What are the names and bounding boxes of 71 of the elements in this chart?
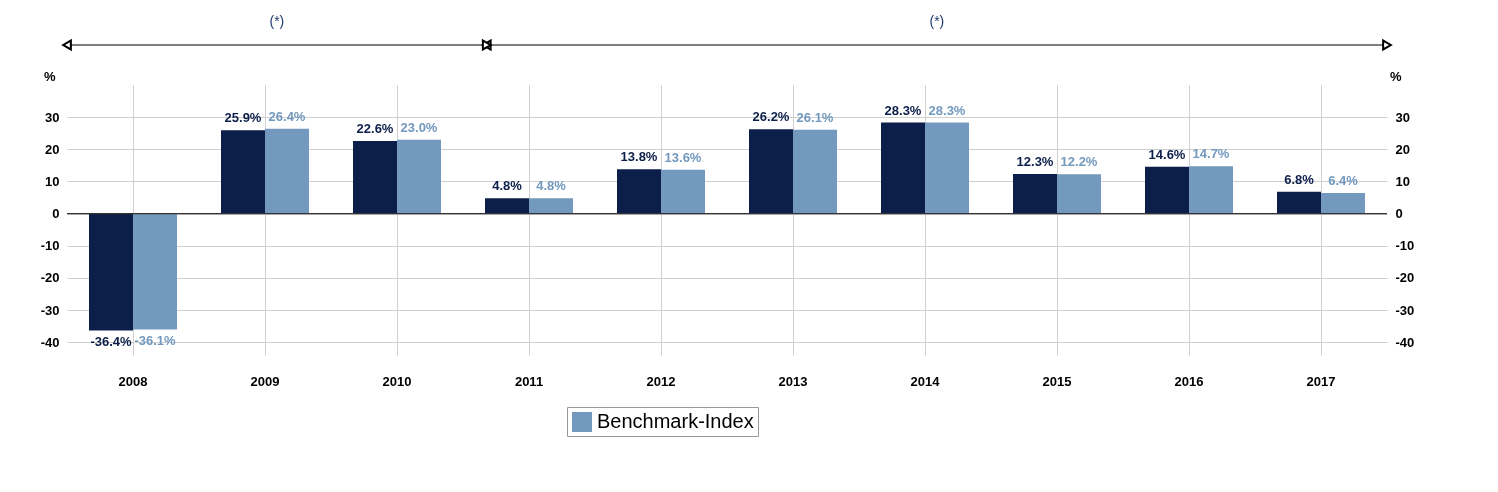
- text: (*): [929, 13, 945, 29]
- y2-tick-label: 0: [1395, 206, 1403, 222]
- y-tick-label: 0: [52, 206, 60, 222]
- x-tick-label: 2010: [382, 373, 412, 389]
- data-label: 4.8%: [492, 178, 523, 194]
- y2-tick-label: -10: [1395, 238, 1415, 254]
- y-tick-label: 30: [45, 109, 60, 125]
- data-label: 13.8%: [620, 149, 658, 165]
- bar: [925, 122, 969, 214]
- y2-tick-label: 20: [1395, 141, 1410, 157]
- data-label: 14.6%: [1148, 146, 1186, 162]
- bar: [485, 198, 529, 214]
- y-axis-title: %: [43, 68, 56, 84]
- data-label: 23.0%: [400, 119, 438, 135]
- x-tick-label: 2017: [1306, 373, 1336, 389]
- data-label: 14.7%: [1192, 146, 1230, 162]
- bar: [1321, 193, 1365, 214]
- data-label: 25.9%: [224, 110, 262, 126]
- bar: [1013, 174, 1057, 214]
- bar: [353, 140, 397, 214]
- bar: [661, 169, 705, 214]
- data-label: 28.3%: [884, 102, 922, 118]
- bar: [617, 169, 661, 214]
- x-tick-label: 2013: [778, 373, 808, 389]
- bar: [89, 213, 133, 331]
- bar: [881, 122, 925, 214]
- data-label: 26.4%: [268, 108, 306, 124]
- bar: [265, 128, 309, 214]
- bar: [221, 130, 265, 214]
- y-tick-label: 20: [45, 141, 60, 157]
- data-label: 26.1%: [796, 109, 834, 125]
- data-label: 12.3%: [1016, 154, 1054, 170]
- y2-tick-label: 30: [1395, 109, 1410, 125]
- x-tick-label: 2016: [1174, 373, 1204, 389]
- bar: [749, 129, 793, 214]
- bar: [1057, 174, 1101, 214]
- y2-axis-title: %: [1389, 68, 1402, 84]
- data-label: -36.1%: [134, 332, 177, 348]
- bar: [529, 198, 573, 214]
- data-label: -36.4%: [90, 333, 133, 349]
- bar: [133, 213, 177, 330]
- bar: [793, 129, 837, 214]
- y2-tick-label: 10: [1395, 173, 1410, 189]
- y-tick-label: -40: [40, 334, 60, 350]
- y-tick-label: -10: [40, 238, 60, 254]
- y-tick-label: 10: [45, 173, 60, 189]
- data-label: 6.4%: [1328, 173, 1359, 188]
- x-tick-label: 2014: [910, 373, 941, 389]
- x-tick-label: 2009: [250, 373, 280, 389]
- data-label: 22.6%: [356, 120, 394, 136]
- y-tick-label: -20: [40, 270, 60, 286]
- x-tick-label: 2008: [118, 373, 148, 389]
- bar: [397, 139, 441, 214]
- y2-tick-label: -40: [1395, 334, 1415, 350]
- data-label: 13.6%: [664, 149, 702, 165]
- x-tick-label: 2012: [646, 373, 676, 389]
- data-label: 28.3%: [928, 102, 966, 118]
- x-tick-label: 2011: [514, 373, 544, 389]
- text: (*): [269, 13, 285, 29]
- bar: [1145, 166, 1189, 214]
- bar: [1189, 166, 1233, 214]
- bar: [1277, 191, 1321, 214]
- legend-label: Benchmark-Index: [597, 410, 754, 432]
- x-tick-label: 2015: [1042, 373, 1072, 389]
- data-label: 12.2%: [1060, 154, 1098, 170]
- data-label: 26.2%: [752, 109, 790, 125]
- y2-tick-label: -30: [1395, 302, 1415, 318]
- data-label: 6.8%: [1284, 171, 1315, 187]
- y-tick-label: -30: [40, 302, 60, 318]
- y2-tick-label: -20: [1395, 270, 1415, 286]
- data-label: 4.8%: [536, 178, 567, 194]
